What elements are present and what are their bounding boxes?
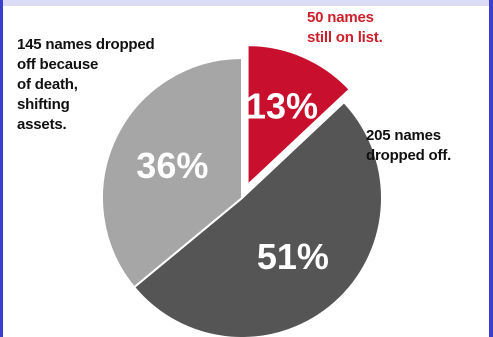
callout-line: 145 names dropped — [17, 36, 155, 53]
top-band — [3, 0, 489, 6]
callout-line: off because — [17, 56, 99, 73]
pie-slice — [246, 44, 352, 188]
callout-line: dropped off. — [366, 147, 452, 164]
callout-death-assets: 145 names dropped off because of death, … — [17, 35, 217, 135]
callout-line: 205 names — [366, 127, 441, 144]
callout-line: shifting — [17, 96, 70, 113]
callout-line: still on list. — [307, 29, 383, 46]
slice-percent-label: 13% — [246, 85, 318, 126]
slice-percent-label: 51% — [257, 236, 329, 277]
callout-line: 50 names — [307, 9, 374, 26]
callout-dropped-off: 205 names dropped off. — [366, 126, 486, 166]
slice-percent-label: 36% — [136, 145, 208, 186]
callout-line: assets. — [17, 116, 67, 133]
pie-slice — [132, 100, 383, 337]
callout-line: of death, — [17, 76, 78, 93]
callout-still-on-list: 50 names still on list. — [307, 8, 447, 48]
pie-slice — [101, 56, 243, 289]
